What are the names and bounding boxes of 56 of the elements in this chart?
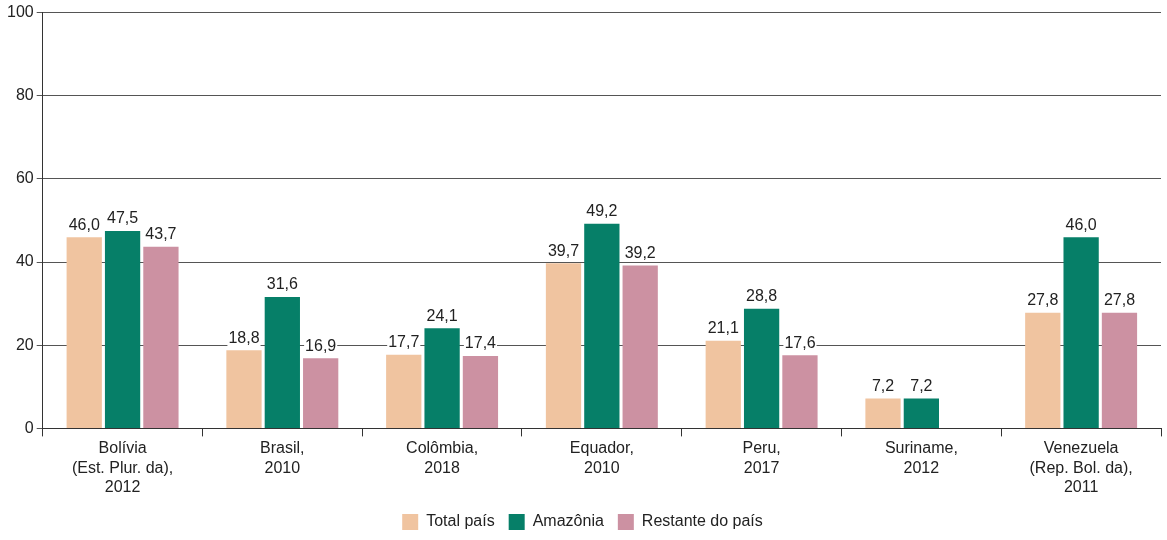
x-tick-label: Bolívia (Est. Plur. da), 2012: [71, 439, 174, 495]
x-tick-label: Peru, 2017: [742, 439, 781, 476]
bar: [66, 237, 102, 428]
bar: [226, 350, 262, 428]
x-tick-label: Colômbia, 2018: [406, 439, 479, 476]
data-label: 31,6: [266, 275, 298, 293]
data-label: 17,4: [464, 334, 497, 352]
bar: [104, 230, 141, 428]
bar: [1063, 237, 1099, 428]
data-label: 27,8: [1027, 291, 1059, 309]
bar: [622, 265, 658, 428]
bar: [462, 356, 499, 428]
y-tick-label: 80: [15, 86, 34, 104]
bar: [743, 308, 780, 428]
data-label: 39,7: [547, 241, 580, 259]
bar: [1101, 312, 1138, 428]
data-label: 24,1: [426, 306, 458, 324]
data-label: 46,0: [68, 215, 100, 233]
bar: [424, 328, 460, 428]
data-label: 39,2: [624, 243, 656, 261]
bar: [1025, 312, 1061, 428]
x-tick-label: Brasil, 2010: [260, 439, 305, 476]
x-tick-label: Equador, 2010: [569, 439, 634, 476]
bar: [584, 223, 620, 428]
data-label: 18,8: [228, 328, 260, 346]
data-label: 27,8: [1103, 291, 1136, 309]
bar: [545, 263, 582, 428]
x-tick-label: Suriname, 2012: [884, 439, 958, 476]
data-label: 7,2: [871, 376, 895, 394]
data-label: 17,6: [784, 333, 816, 351]
data-label: 17,7: [388, 333, 420, 351]
bar: [303, 358, 339, 428]
bar: [782, 355, 818, 428]
legend-label: Restante do país: [641, 512, 763, 530]
data-label: 49,2: [586, 202, 618, 220]
bar: [143, 246, 179, 428]
y-tick-label: 60: [15, 169, 34, 187]
data-label: 28,8: [746, 287, 778, 305]
x-tick-label: Venezuela (Rep. Bol. da), 2011: [1029, 439, 1133, 495]
y-tick-label: 40: [15, 252, 34, 270]
bar: [903, 398, 939, 428]
y-tick-label: 20: [15, 335, 34, 353]
data-label: 47,5: [107, 209, 139, 227]
y-tick-label: 0: [24, 418, 34, 436]
legend-label: Amazônia: [532, 512, 604, 530]
data-label: 21,1: [707, 319, 739, 337]
y-tick-label: 100: [6, 3, 34, 21]
bar: [386, 354, 422, 428]
data-label: 43,7: [145, 225, 177, 243]
bar: [865, 398, 901, 428]
data-label: 16,9: [305, 336, 337, 354]
bar: [705, 340, 741, 428]
legend-label: Total país: [426, 512, 495, 530]
data-label: 46,0: [1065, 215, 1097, 233]
bar: [264, 297, 300, 428]
data-label: 7,2: [910, 376, 933, 394]
